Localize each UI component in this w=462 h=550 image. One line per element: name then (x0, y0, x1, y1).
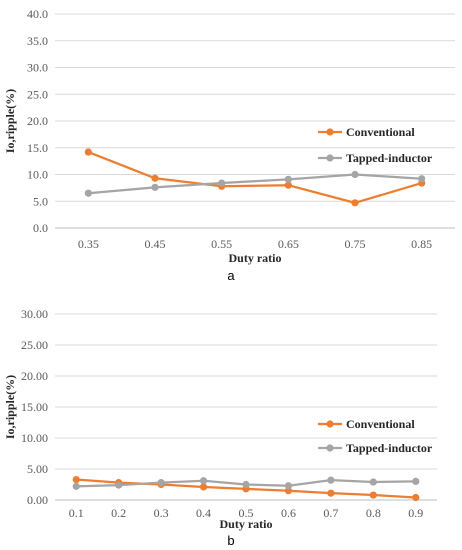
data-point (369, 491, 377, 499)
x-tick-label: 0.45 (145, 237, 166, 251)
y-tick-label: 20.0 (27, 114, 48, 128)
data-point (84, 148, 92, 156)
panel-label: b (227, 533, 234, 548)
data-point (199, 477, 208, 485)
x-tick-label: 0.6 (281, 506, 296, 520)
data-point (412, 493, 420, 502)
data-point (327, 489, 335, 497)
data-point (151, 174, 159, 182)
y-axis-title: Io,ripple(%) (3, 89, 17, 153)
x-tick-label: 0.8 (366, 506, 381, 520)
x-tick-label: 0.3 (154, 506, 169, 520)
x-tick-label: 0.5 (239, 506, 254, 520)
data-point (157, 479, 165, 487)
data-point (151, 183, 159, 191)
x-tick-label: 0.75 (345, 237, 366, 251)
chart-b: 0.00 5.00 10.00 15.00 20.00 25.00 30.00 0.1 0.2 0… (3, 307, 437, 548)
y-tick-label: 30.0 (27, 61, 48, 75)
legend-marker (326, 154, 334, 162)
y-tick-label: 10.00 (21, 431, 48, 445)
chart-a: 0.0 5.0 10.0 15.0 20.0 25.0 30.0 35.0 40.0 0.35 0.… (3, 7, 455, 283)
data-point (72, 475, 80, 484)
y-tick-label: 35.0 (27, 34, 48, 48)
y-tick-label: 30.00 (21, 307, 48, 321)
legend-marker (326, 444, 334, 452)
data-point (84, 189, 92, 197)
data-point (327, 476, 335, 484)
y-tick-label: 0.0 (33, 221, 48, 235)
y-tick-label: 10.0 (27, 168, 48, 182)
y-tick-label: 20.00 (21, 369, 48, 383)
y-tick-label: 0.00 (27, 493, 48, 507)
y-tick-label: 5.0 (33, 194, 48, 208)
legend-label: Conventional (346, 125, 415, 139)
data-point (284, 482, 293, 490)
data-point (284, 181, 292, 189)
data-point (418, 175, 426, 183)
legend-marker (326, 420, 334, 428)
x-tick-label: 0.35 (78, 237, 99, 251)
y-axis-title: Io,ripple(%) (3, 375, 17, 439)
y-tick-label: 15.00 (21, 400, 48, 414)
x-tick-label: 0.4 (196, 506, 211, 520)
x-tick-label: 0.85 (411, 237, 432, 251)
x-tick-label: 0.2 (111, 506, 126, 520)
data-point (369, 478, 377, 486)
legend-marker (326, 128, 334, 136)
x-tick-label: 0.65 (278, 237, 299, 251)
panel-label: a (227, 268, 235, 283)
data-point (115, 481, 123, 489)
data-point (199, 483, 208, 491)
legend-label: Tapped-inductor (346, 441, 433, 455)
x-tick-label: 0.7 (323, 506, 338, 520)
x-axis-title: Duty ratio (229, 251, 282, 265)
x-axis-title: Duty ratio (220, 517, 273, 531)
data-point (284, 487, 293, 495)
series-line-conventional (87, 150, 422, 204)
data-point (351, 199, 359, 207)
y-tick-label: 25.00 (21, 338, 48, 352)
y-tick-label: 25.0 (27, 87, 48, 101)
legend-label: Tapped-inductor (346, 151, 433, 165)
data-point (412, 477, 420, 485)
legend-label: Conventional (346, 417, 415, 431)
data-point (72, 482, 80, 490)
y-tick-label: 15.0 (27, 141, 48, 155)
data-point (242, 480, 250, 489)
x-tick-label: 0.55 (211, 237, 232, 251)
series-line-tapped-inductor (88, 173, 422, 195)
data-point (218, 179, 226, 187)
data-point (351, 170, 359, 179)
data-point (284, 175, 292, 183)
y-tick-label: 40.0 (27, 7, 48, 21)
x-tick-label: 0.9 (408, 506, 423, 520)
x-tick-label: 0.1 (69, 506, 84, 520)
y-tick-label: 5.00 (27, 462, 48, 476)
